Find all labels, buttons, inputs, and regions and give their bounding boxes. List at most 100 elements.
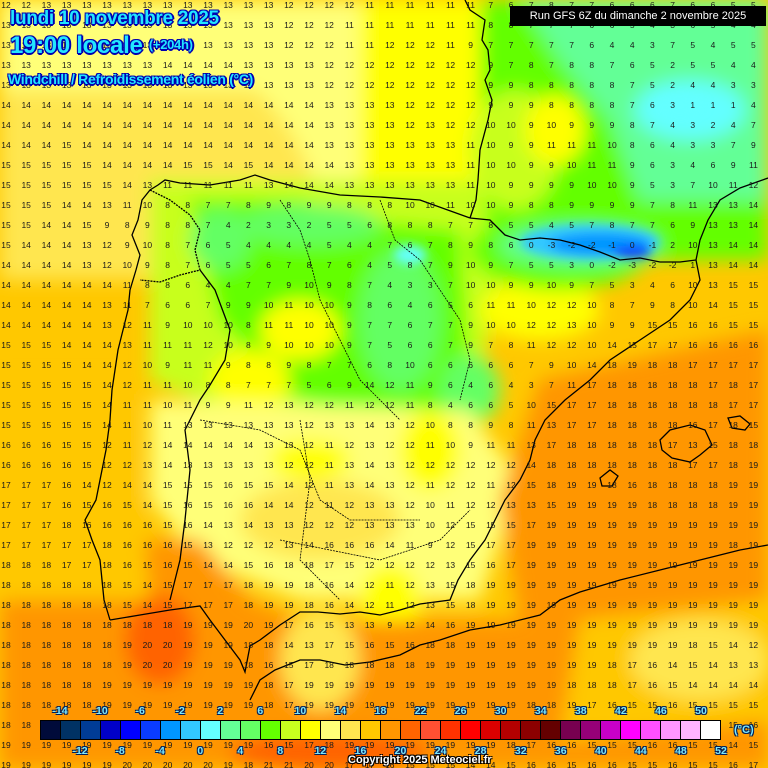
grid-value: 14 <box>1 320 11 330</box>
grid-value: 14 <box>61 240 72 250</box>
grid-value: 13 <box>364 160 375 170</box>
grid-value: 14 <box>748 240 759 250</box>
grid-value: 19 <box>243 680 254 690</box>
legend-swatch <box>101 721 121 739</box>
grid-value: 19 <box>748 560 759 570</box>
grid-value: 11 <box>445 40 455 50</box>
grid-value: 19 <box>506 580 516 590</box>
grid-value: 12 <box>364 580 375 590</box>
grid-value: 9 <box>569 120 574 130</box>
grid-value: 19 <box>667 600 678 610</box>
grid-value: 19 <box>546 580 557 590</box>
grid-value: 18 <box>647 480 658 490</box>
grid-value: 7 <box>427 240 433 250</box>
grid-value: 6 <box>710 160 716 170</box>
grid-value: 8 <box>448 240 453 250</box>
grid-value: 19 <box>102 700 112 710</box>
grid-value: 10 <box>688 280 698 290</box>
grid-value: 15 <box>122 500 132 510</box>
grid-value: 20 <box>162 640 173 650</box>
grid-value: 11 <box>688 200 698 210</box>
legend-tick-label: 8 <box>277 745 284 757</box>
grid-value: 10 <box>445 440 456 450</box>
grid-value: 6 <box>185 280 191 290</box>
grid-value: 5 <box>730 40 736 50</box>
grid-value: 12 <box>405 580 415 590</box>
grid-value: 14 <box>142 580 153 590</box>
grid-value: 13 <box>385 420 395 430</box>
grid-value: 10 <box>526 400 536 410</box>
grid-value: 19 <box>183 620 193 630</box>
grid-value: 7 <box>589 0 595 10</box>
grid-value: 10 <box>425 200 435 210</box>
grid-value: 12 <box>122 380 132 390</box>
grid-value: 16 <box>61 480 72 490</box>
grid-value: 18 <box>546 480 557 490</box>
legend-swatch <box>121 721 141 739</box>
grid-value: 19 <box>122 740 132 750</box>
grid-value: 11 <box>486 300 496 310</box>
grid-value: 7 <box>670 0 675 10</box>
grid-value: 12 <box>304 400 314 410</box>
grid-value: 14 <box>102 380 112 390</box>
grid-value: 14 <box>162 100 173 110</box>
grid-value: 9 <box>347 300 352 310</box>
grid-value: 13 <box>708 260 718 270</box>
grid-value: 15 <box>41 200 52 210</box>
grid-value: 13 <box>142 40 153 50</box>
grid-value: 14 <box>364 420 375 430</box>
grid-value: 13 <box>304 640 314 650</box>
grid-value: 7 <box>670 40 675 50</box>
grid-value: 16 <box>647 680 658 690</box>
grid-value: 9 <box>488 80 494 90</box>
grid-value: 14 <box>61 280 72 290</box>
grid-value: 6 <box>650 160 655 170</box>
grid-value: 12 <box>405 480 415 490</box>
grid-value: 15 <box>21 420 31 430</box>
grid-value: 7 <box>629 220 635 230</box>
grid-value: 0 <box>589 260 595 270</box>
grid-value: 8 <box>528 80 534 90</box>
grid-value: 9 <box>165 320 170 330</box>
grid-value: 19 <box>223 680 233 690</box>
grid-value: 6 <box>427 300 433 310</box>
grid-value: 10 <box>587 300 597 310</box>
grid-value: 15 <box>465 520 476 530</box>
grid-value: 17 <box>506 560 516 570</box>
grid-value: 10 <box>263 300 274 310</box>
grid-value: 14 <box>243 140 254 150</box>
grid-value: 9 <box>104 220 110 230</box>
grid-value: 14 <box>82 480 92 490</box>
grid-value: 19 <box>183 680 193 690</box>
grid-value: 19 <box>1 760 11 768</box>
grid-value: 15 <box>21 160 31 170</box>
grid-value: 20 <box>142 660 153 670</box>
grid-value: 13 <box>364 180 375 190</box>
grid-value: 4 <box>286 240 292 250</box>
grid-value: 14 <box>21 100 31 110</box>
grid-value: 16 <box>748 340 759 350</box>
grid-value: 18 <box>688 480 698 490</box>
grid-value: 8 <box>387 220 393 230</box>
grid-value: 12 <box>546 300 557 310</box>
grid-value: 19 <box>566 640 577 650</box>
grid-value: 14 <box>243 440 254 450</box>
grid-value: 12 <box>385 440 395 450</box>
grid-value: 15 <box>627 740 637 750</box>
grid-value: 14 <box>183 120 193 130</box>
grid-value: 17 <box>284 680 294 690</box>
grid-value: 19 <box>647 600 658 610</box>
grid-value: 12 <box>405 620 415 630</box>
grid-value: 13 <box>324 100 334 110</box>
grid-value: 11 <box>445 500 455 510</box>
grid-value: 14 <box>41 140 52 150</box>
grid-value: 11 <box>466 0 475 10</box>
grid-value: 11 <box>466 180 475 190</box>
grid-value: 17 <box>21 540 31 550</box>
grid-value: 14 <box>728 740 738 750</box>
grid-value: 13 <box>425 600 435 610</box>
legend-swatch <box>541 721 561 739</box>
grid-value: 18 <box>1 560 11 570</box>
grid-value: 9 <box>569 180 574 190</box>
grid-value: 16 <box>405 640 415 650</box>
